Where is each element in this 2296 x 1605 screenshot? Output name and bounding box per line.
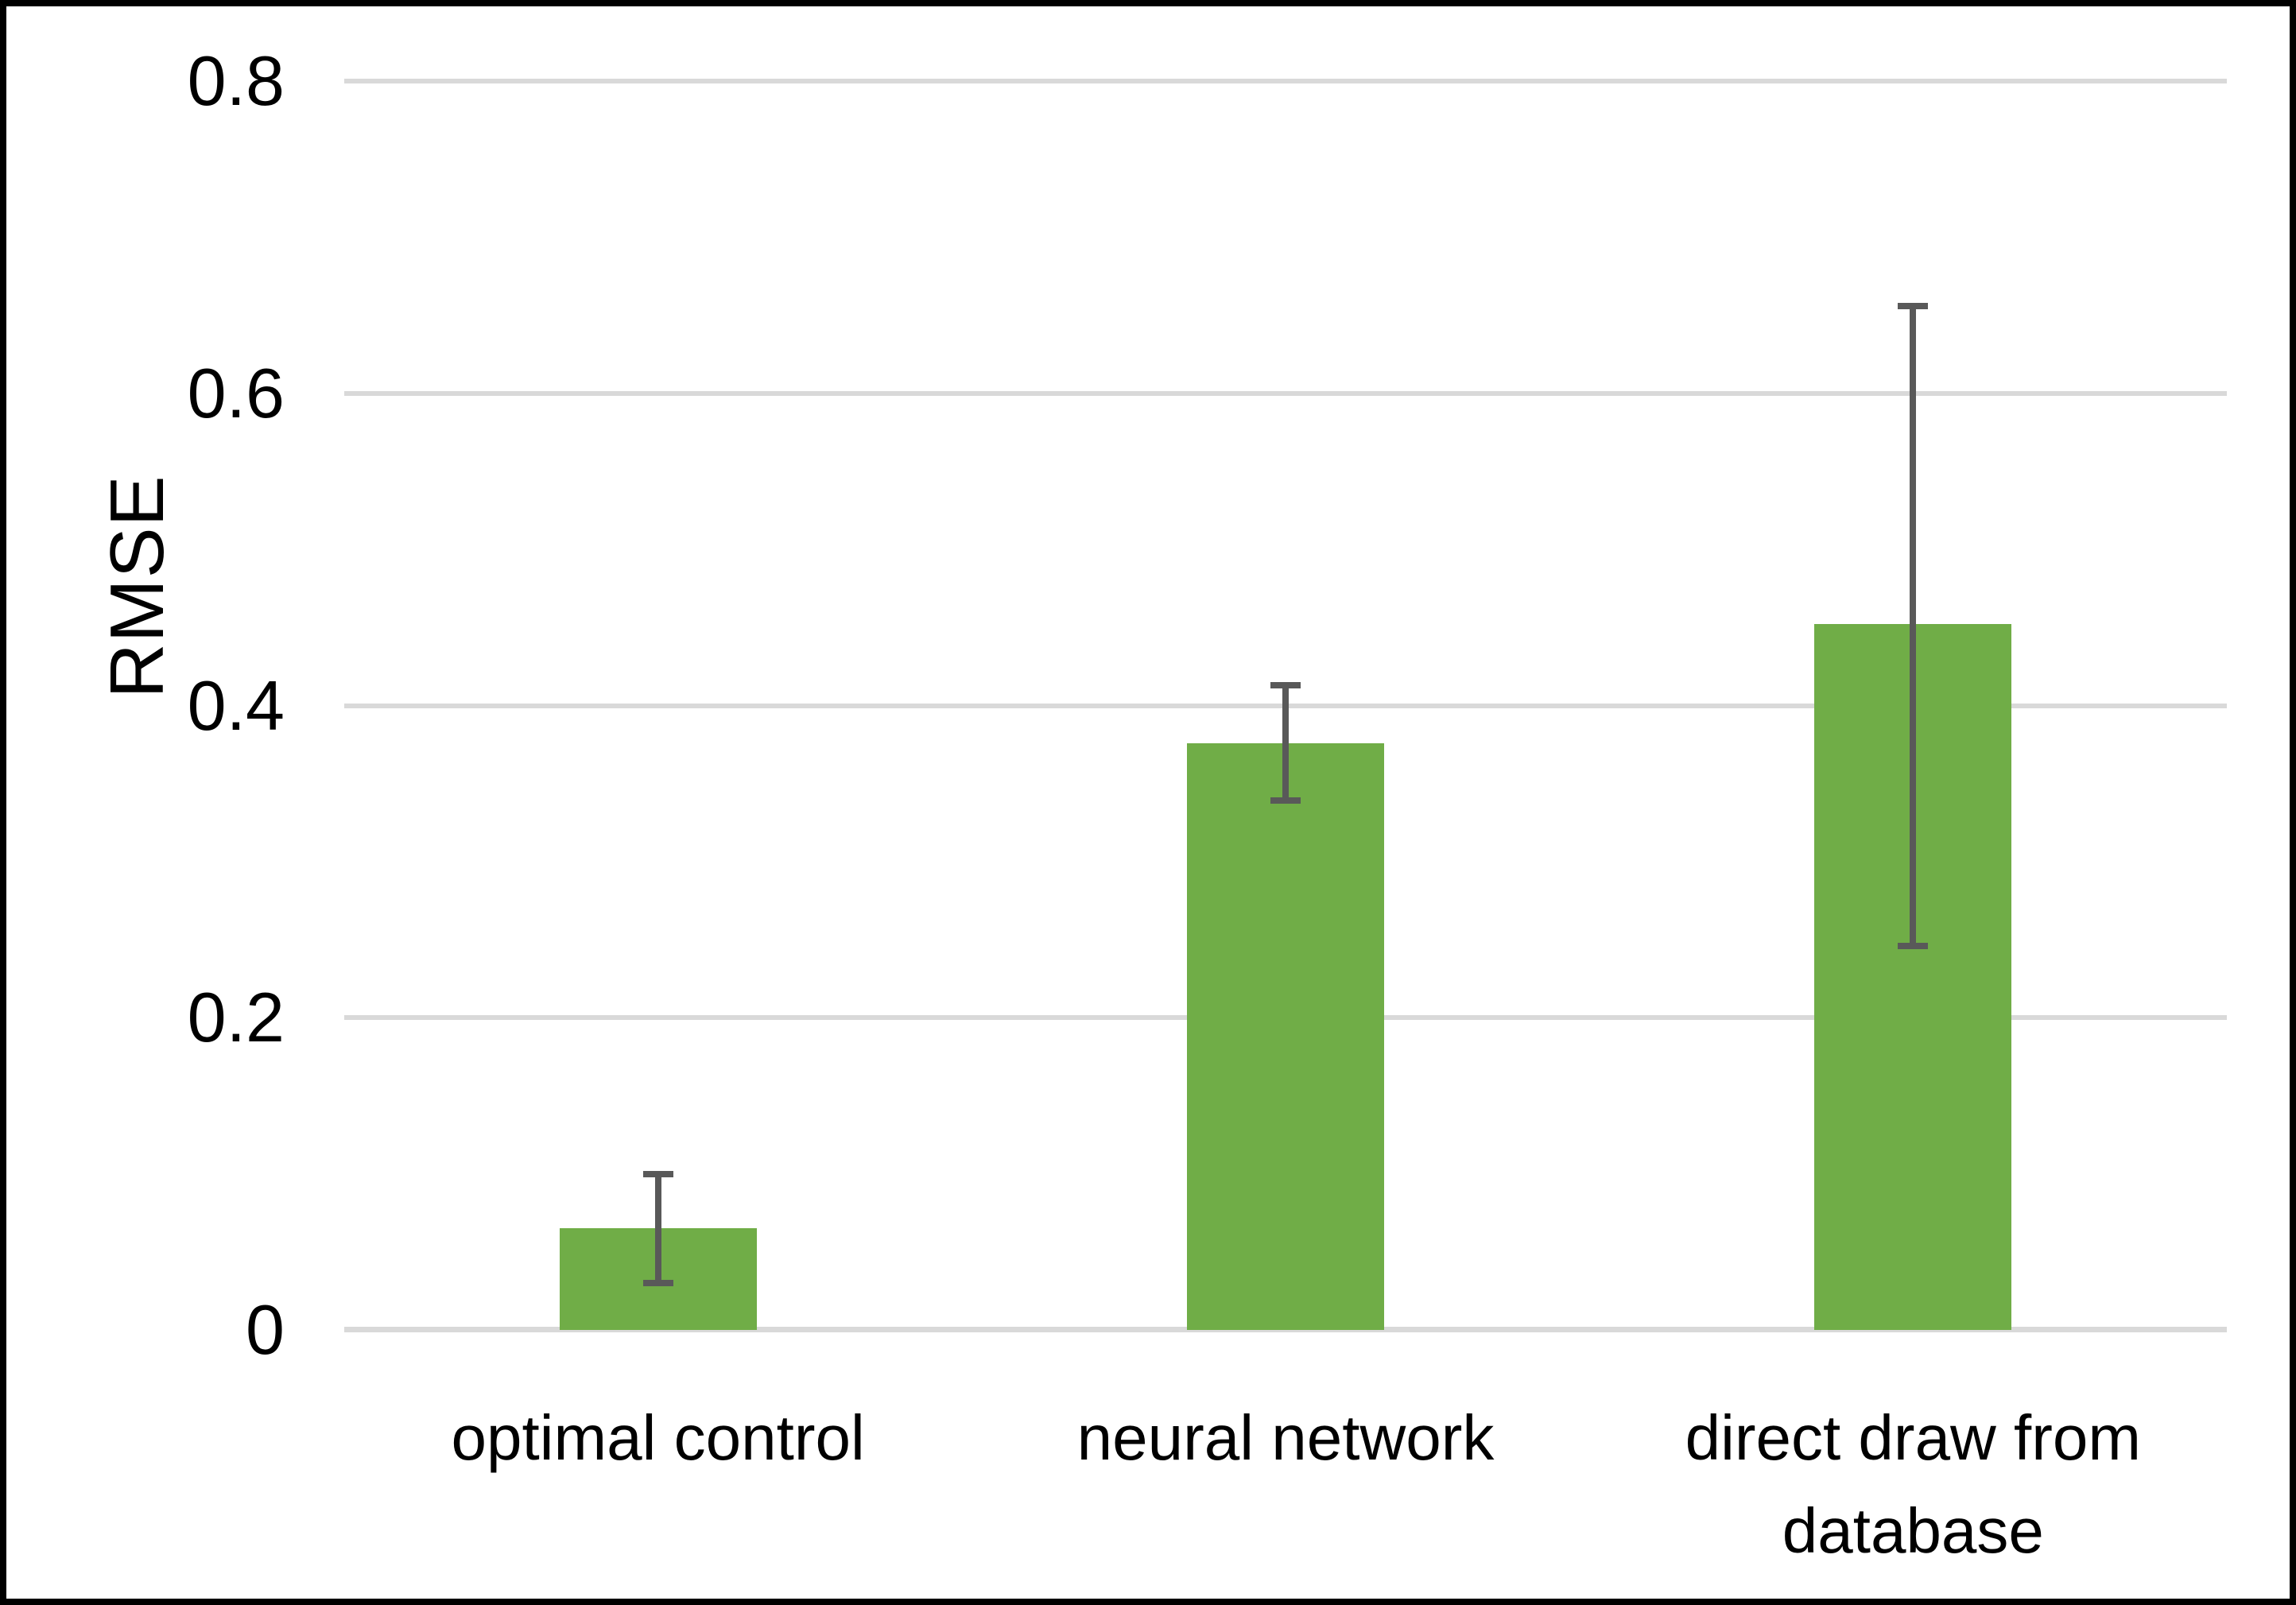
y-tick-label: 0.6	[187, 353, 285, 432]
y-axis-title: RMSE	[95, 475, 180, 699]
error-bar-top-cap	[1270, 681, 1301, 688]
bar	[1187, 742, 1384, 1330]
error-bar-bottom-cap	[1270, 797, 1301, 804]
error-bar-top-cap	[1898, 302, 1929, 309]
category-label: neural network	[1076, 1402, 1495, 1473]
y-tick-label: 0.2	[187, 978, 285, 1057]
plot-area	[344, 79, 2227, 1332]
y-tick-label: 0.4	[187, 665, 285, 745]
y-tick-label: 0.8	[187, 41, 285, 120]
category-label: direct draw from database	[1685, 1402, 2142, 1566]
category-label: optimal control	[451, 1402, 865, 1473]
error-bar-line	[1910, 305, 1917, 946]
y-tick-label: 0	[246, 1290, 285, 1369]
error-bar-line	[654, 1173, 661, 1284]
error-bar-top-cap	[642, 1170, 673, 1177]
error-bar-line	[1282, 684, 1289, 801]
error-bar-bottom-cap	[1898, 942, 1929, 949]
gridline-y-0.8	[344, 79, 2227, 83]
error-bar-bottom-cap	[642, 1280, 673, 1287]
gridline-y-0.6	[344, 390, 2227, 396]
